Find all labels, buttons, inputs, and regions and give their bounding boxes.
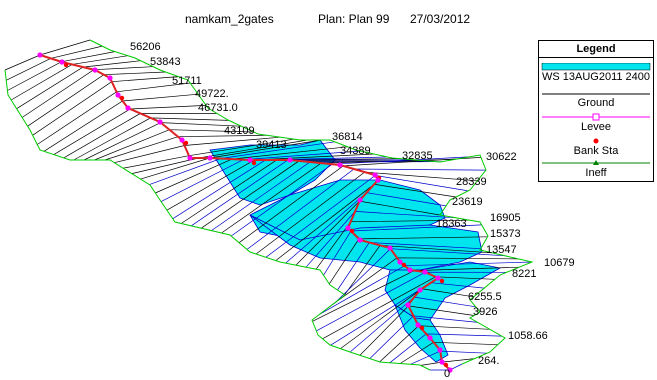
bank-station-marker: [92, 67, 98, 73]
bank-station-marker: [405, 302, 411, 308]
station-label: 23619: [452, 196, 483, 208]
station-label: 1058.66: [508, 330, 548, 342]
station-label: 53843: [150, 56, 181, 68]
bank-station-marker: [63, 62, 69, 68]
station-label: 0: [444, 368, 451, 380]
plan-date: 27/03/2012: [410, 12, 471, 26]
bank-station-marker: [187, 155, 193, 161]
bank-station-marker: [397, 259, 403, 265]
bank-station-marker: [372, 172, 378, 178]
legend-label-levee: Levee: [581, 121, 611, 133]
bank-station-marker: [422, 269, 428, 275]
bank-station-marker: [435, 275, 441, 281]
bank-station-marker: [357, 197, 363, 203]
station-label: 43109: [224, 125, 255, 137]
left-overbank-outline: [4, 69, 431, 371]
station-label: 13547: [486, 244, 517, 256]
station-label: 264.: [478, 355, 500, 367]
legend-swatch-levee: [542, 113, 650, 121]
station-label: 32835: [402, 150, 433, 162]
station-label: 36814: [332, 131, 363, 143]
bank-station-marker: [157, 119, 163, 125]
legend-item-ineff: Ineff: [539, 159, 653, 181]
cross-section-line: [32, 76, 179, 136]
bank-station-marker: [437, 347, 443, 353]
bank-station-marker: [447, 367, 453, 373]
legend-swatch-ineff: [542, 160, 650, 165]
station-label: 10679: [544, 257, 575, 269]
bank-station-marker: [443, 362, 449, 368]
legend-box: Legend WS 13AUG2011 2400 Ground Levee Ba: [538, 40, 654, 182]
station-label: 6255.5: [468, 291, 502, 303]
station-label: 34389: [340, 145, 371, 157]
bank-station-marker: [247, 157, 253, 163]
water-surface-layer: [209, 139, 502, 363]
bank-station-marker: [207, 155, 213, 161]
thalweg-layer: [37, 52, 453, 373]
station-label: 49722.: [195, 88, 229, 100]
station-label: 39413: [256, 139, 287, 151]
legend-swatch-bank: [593, 138, 599, 144]
bank-station-marker: [125, 105, 131, 111]
legend-item-bank: Bank Sta: [539, 137, 653, 159]
water-surface-area: [384, 261, 502, 321]
station-label: 15373: [490, 228, 521, 240]
bank-station-marker: [427, 335, 433, 341]
legend-swatch-ground: [542, 93, 650, 95]
bank-station-marker: [439, 359, 445, 365]
overbank-outline-layer: [4, 39, 534, 371]
legend-swatch-ws: [541, 63, 651, 71]
station-label: 30622: [486, 151, 517, 163]
bank-station-marker: [37, 52, 43, 58]
water-surface-area: [394, 303, 449, 363]
bank-station-marker: [375, 177, 381, 183]
legend-label-bank: Bank Sta: [573, 145, 619, 157]
legend-title: Legend: [539, 41, 653, 58]
station-label: 16905: [490, 212, 521, 224]
bank-station-marker: [407, 267, 413, 273]
station-label: 51711: [172, 75, 202, 87]
bank-station-marker: [115, 92, 121, 98]
bank-station-marker: [179, 137, 185, 143]
bank-station-marker: [349, 228, 355, 234]
bank-station-marker: [59, 59, 65, 65]
bank-station-marker: [415, 322, 421, 328]
bank-station-marker: [107, 75, 113, 81]
bank-station-marker: [387, 245, 393, 251]
station-label: 3926: [473, 306, 498, 318]
right-overbank-outline: [89, 39, 534, 365]
thalweg-line: [39, 54, 451, 371]
legend-label-ws: WS 13AUG2011 2400: [541, 71, 651, 83]
legend-item-ground: Ground: [539, 91, 653, 113]
bank-station-marker: [287, 157, 293, 163]
cross-section-line: [43, 93, 199, 152]
station-label: 46731.0: [198, 102, 238, 114]
legend-label-ground: Ground: [577, 97, 615, 109]
station-label: 8221: [512, 268, 537, 280]
bank-station-marker: [401, 262, 407, 268]
legend-item-ws: WS 13AUG2011 2400: [539, 63, 653, 83]
bank-station-marker: [439, 278, 445, 284]
bank-station-marker: [417, 287, 423, 293]
bank-station-marker: [419, 325, 425, 331]
bank-station-marker: [337, 162, 343, 168]
station-label: 28339: [456, 176, 487, 188]
cross-section-line: [63, 113, 217, 159]
legend-label-ineff: Ineff: [585, 167, 607, 179]
station-label: 18363: [436, 218, 467, 230]
station-label: 56206: [130, 41, 161, 53]
plan-label: Plan: Plan 99: [318, 12, 390, 26]
bank-station-marker: [251, 160, 257, 166]
project-title: namkam_2gates: [185, 12, 274, 26]
water-surface-area: [209, 139, 336, 206]
legend-item-levee: Levee: [539, 113, 653, 135]
bank-station-marker: [183, 140, 189, 146]
bank-station-marker: [119, 95, 125, 101]
bank-station-marker: [357, 237, 363, 243]
bank-station-marker: [345, 225, 351, 231]
